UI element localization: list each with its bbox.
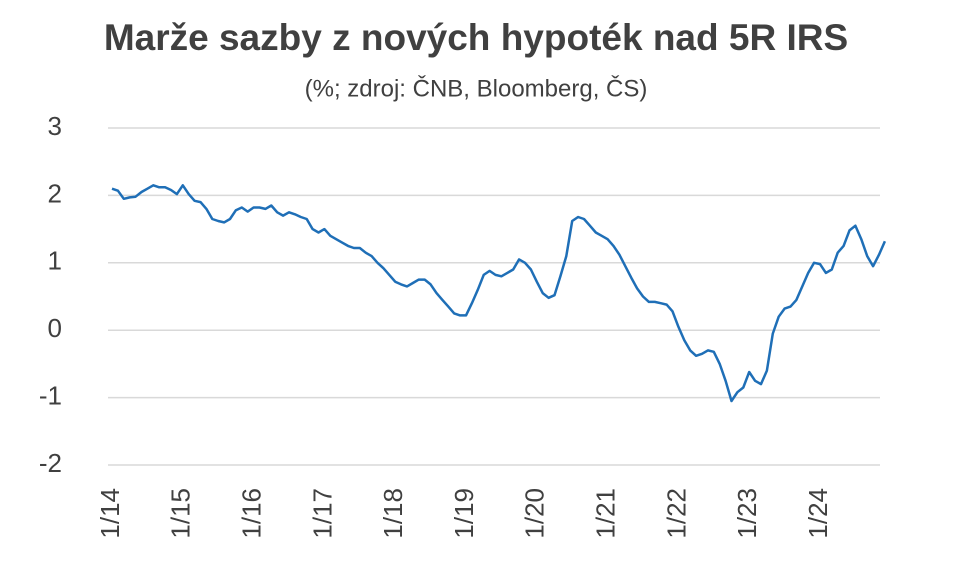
x-tick-label: 1/20	[520, 488, 550, 539]
chart-title: Marže sazby z nových hypoték nad 5R IRS	[104, 17, 848, 58]
x-tick-label: 1/22	[661, 488, 691, 539]
x-tick-label: 1/15	[166, 488, 196, 539]
x-tick-label: 1/19	[449, 488, 479, 539]
x-tick-label: 1/23	[732, 488, 762, 539]
x-tick-label: 1/14	[95, 488, 125, 539]
x-tick-label: 1/21	[590, 488, 620, 539]
chart-subtitle: (%; zdroj: ČNB, Bloomberg, ČS)	[305, 74, 648, 102]
y-tick-label: 2	[48, 178, 62, 208]
x-tick-label: 1/16	[236, 488, 266, 539]
x-tick-label: 1/24	[803, 488, 833, 539]
line-series	[111, 184, 887, 403]
y-tick-label: 1	[48, 246, 62, 276]
y-tick-label: 0	[48, 313, 62, 343]
y-tick-label: -2	[39, 448, 62, 478]
x-tick-label: 1/18	[378, 488, 408, 539]
x-tick-label: 1/17	[307, 488, 337, 539]
y-tick-label: -1	[39, 380, 62, 410]
y-tick-label: 3	[48, 111, 62, 141]
